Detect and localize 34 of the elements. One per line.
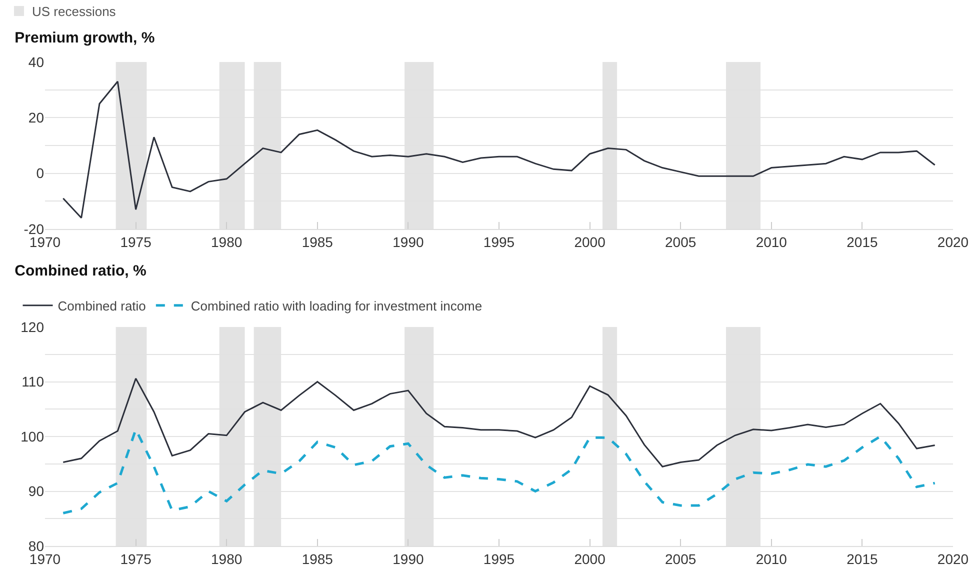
x-tick-label: 1990 xyxy=(392,550,424,567)
x-tick-label: 2005 xyxy=(665,234,696,250)
x-tick-label: 2020 xyxy=(937,234,969,250)
y-tick-label: 90 xyxy=(28,483,44,500)
x-tick-label: 2000 xyxy=(574,234,606,250)
y-tick-label: 120 xyxy=(20,318,44,335)
x-tick-label: 1980 xyxy=(211,234,242,250)
x-tick-label: 1995 xyxy=(483,550,515,567)
x-tick-label: 1985 xyxy=(302,550,334,567)
x-tick-label: 1985 xyxy=(302,234,334,250)
y-tick-label: 110 xyxy=(22,374,44,390)
x-tick-label: 1975 xyxy=(120,550,152,567)
chart-title: Combined ratio, % xyxy=(14,262,146,280)
x-tick-label: 2020 xyxy=(937,550,969,567)
x-tick-label: 1995 xyxy=(483,234,515,250)
line-series xyxy=(62,80,936,219)
x-tick-label: 1980 xyxy=(211,550,242,567)
x-tick-label: 2010 xyxy=(756,234,788,250)
x-tick-label: 2000 xyxy=(574,550,606,567)
legend-label: Combined ratio with loading for investment income xyxy=(190,298,482,314)
x-tick-label: 1990 xyxy=(392,234,424,250)
x-tick-label: 2010 xyxy=(756,550,788,567)
line-series xyxy=(62,378,936,468)
x-tick-label: 2015 xyxy=(846,234,878,250)
x-tick-label: 2005 xyxy=(665,550,696,567)
chart-title: Premium growth, % xyxy=(14,30,155,46)
x-tick-label: 2015 xyxy=(846,550,878,567)
y-tick-label: 100 xyxy=(20,428,44,444)
y-tick-label: 0 xyxy=(36,165,44,182)
legend-label: US recessions xyxy=(32,4,116,18)
x-tick-label: 1975 xyxy=(120,234,152,250)
y-tick-label: 20 xyxy=(28,110,44,126)
legend-label: Combined ratio xyxy=(58,298,146,314)
y-tick-label: 40 xyxy=(28,54,44,70)
